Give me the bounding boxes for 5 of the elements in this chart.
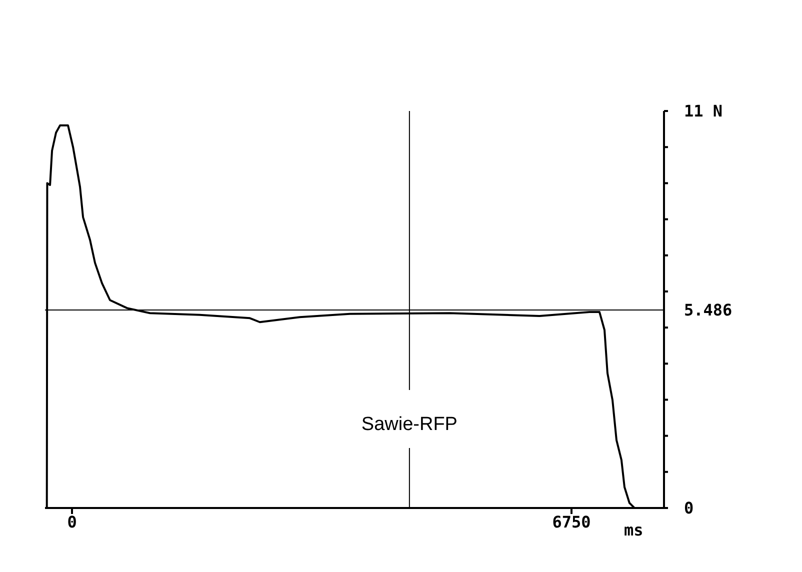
ref-line-label: Sawie-RFP: [361, 414, 458, 435]
x-axis-title: ms: [624, 520, 644, 540]
x-tick-label: 6750: [552, 512, 591, 532]
y-tick-label: 11 N: [684, 102, 723, 121]
ref-line-label: 5.486: [684, 300, 732, 320]
